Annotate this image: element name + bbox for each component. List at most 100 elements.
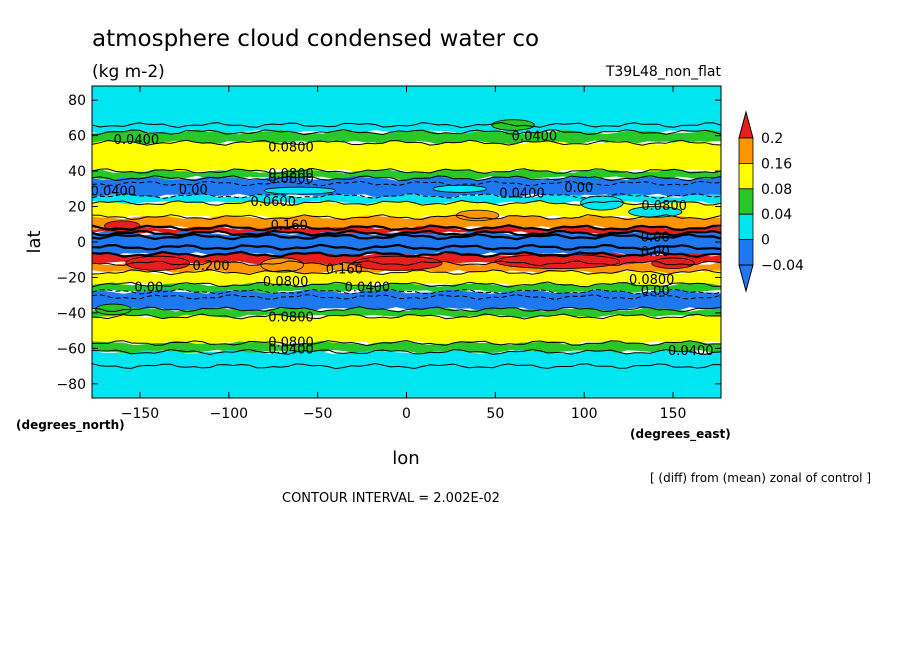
x-tick-label: 150 [660,406,687,422]
colorbar-arrow-min [738,264,754,293]
x-tick-label: −100 [210,406,248,422]
contour-line [92,281,721,288]
contour-label: 0.200 [192,259,229,274]
contour-label: 0.0400 [499,186,545,201]
contour-line [92,269,721,276]
contour-label: 0.0800 [268,335,314,350]
x-axis: −150 −100 −50 0 50 100 150 [121,86,687,422]
chart-title: atmosphere cloud condensed water co [92,26,539,52]
contour-line [92,362,721,370]
colorbar-label: −0.04 [761,258,804,274]
contour-line [92,233,721,241]
contour-band [92,140,721,174]
contour-line [92,128,721,136]
y-tick-label: 60 [68,129,86,145]
contour-line [92,293,721,301]
contour-line [92,288,721,295]
contour-label: 0.160 [271,218,308,233]
contour-label: 0.00 [641,231,670,246]
x-tick-label: −50 [303,406,333,422]
contour-label: 0.0400 [114,133,160,148]
y-tick-label: 20 [68,200,86,216]
contour-label: 0.00 [641,245,670,260]
contour-band [92,289,721,312]
contour-label: 0.0600 [268,172,314,187]
contour-label: 0.0400 [345,280,391,295]
contour-label: 0.0400 [512,130,558,145]
contour-label: 0.0400 [668,344,714,359]
contour-line [92,167,721,175]
contour-line [92,313,721,320]
contour-patch [352,255,443,271]
contour-band [92,314,721,346]
contour-line [92,175,721,182]
contour-line [92,348,721,356]
colorbar-segment [738,137,754,164]
contour-label: 0.0400 [268,342,314,357]
colorbar-label: 0.08 [761,182,792,198]
y-tick-label: −80 [56,377,86,393]
contour-line [92,199,721,207]
contour-line [92,250,721,259]
contour-line [92,121,721,129]
contour-patch [628,206,683,218]
y-tick-label: −40 [56,306,86,322]
x-tick-label: 0 [402,406,411,422]
colorbar-segment [738,239,754,266]
colorbar-label: 0.16 [761,156,792,172]
contour-line [92,339,721,347]
contour-line [92,243,721,252]
y-tick-label: 40 [68,164,86,180]
contour-label: 0.0800 [641,199,687,214]
contour-label: 0.00 [134,280,163,295]
colorbar-segment [738,188,754,215]
contour-label: 0.160 [326,263,363,278]
contour-band [92,307,721,319]
contour-band [92,349,721,398]
contour-label: 0.0800 [268,167,314,182]
y-tick-label: 80 [68,93,86,109]
contour-band [92,86,721,135]
contour-line [92,306,721,313]
x-axis-label: lon [392,448,419,469]
contour-label: 0.0400 [91,185,137,200]
contour-interval: CONTOUR INTERVAL = 2.002E-02 [282,491,500,506]
contour-patch [263,186,336,195]
contour-label: 0.0800 [263,275,309,290]
contour-label: 0.0800 [268,140,314,155]
colorbar-label: 0.2 [761,131,783,147]
diff-note: [ (diff) from (mean) zonal of control ] [650,471,871,485]
contour-line [92,260,721,267]
experiment-label: T39L48_non_flat [605,64,722,80]
contour-patch [125,255,191,271]
contour-line [92,192,721,200]
contour-patch [432,184,487,193]
y-tick-label: 0 [77,235,86,251]
contour-band [92,340,721,355]
contour-line [92,180,721,187]
x-tick-label: 50 [486,406,504,422]
contour-band [92,176,721,199]
colorbar-label: 0 [761,233,770,249]
x-units-label: (degrees_east) [630,427,731,442]
contour-label: 0.0600 [250,195,296,210]
x-tick-label: 100 [571,406,598,422]
contour-label: 0.00 [179,183,208,198]
colorbar: 0.2 0.16 0.08 0.04 0 −0.04 [738,110,804,293]
colorbar-segment [738,162,754,190]
y-units-label: (degrees_north) [16,418,125,433]
units-label: (kg m-2) [92,62,165,82]
contour-label: 0.00 [564,181,593,196]
contour-band [92,169,721,181]
contour-line [92,139,721,146]
contour-patch [260,257,304,273]
contour-label: 0.0800 [268,310,314,325]
y-axis: −80 −60 −40 −20 0 20 40 60 80 [56,93,721,393]
contour-patch [651,257,695,269]
colorbar-arrow-max [738,110,754,139]
y-tick-label: −20 [56,270,86,286]
x-tick-label: −150 [121,406,159,422]
contour-line [92,224,721,232]
